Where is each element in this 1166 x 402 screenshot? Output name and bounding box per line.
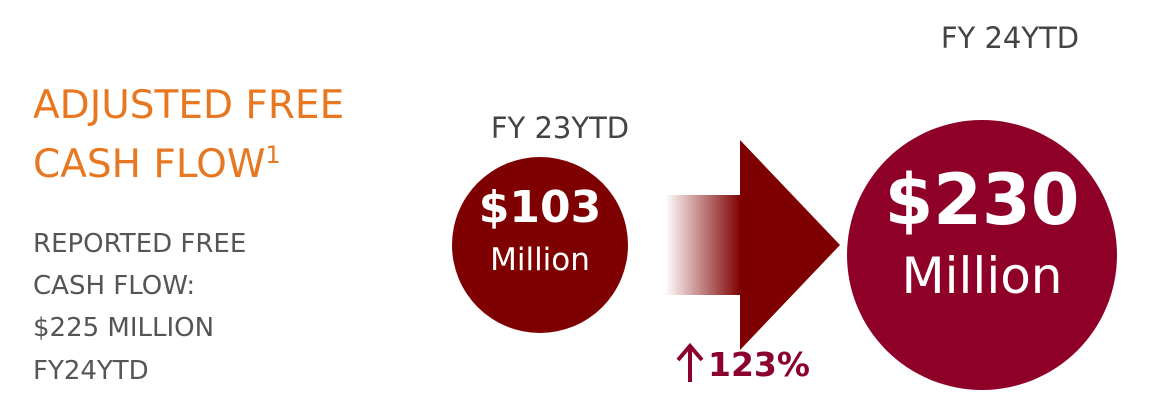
detail-line: CASH FLOW: [33,271,195,301]
up-arrow [676,342,704,382]
current-circle [847,120,1117,390]
prior-circle [452,157,628,333]
current-period: FY 24YTD [941,21,1079,55]
title-line: CASH FLOW1 [33,141,281,187]
prior-period: FY 23YTD [491,111,629,145]
prior-amount: $103 [479,182,601,233]
title-line-text: CASH FLOW [33,142,265,187]
change-value: 123% [708,345,810,384]
detail-line: $225 MILLION [33,313,214,343]
current-unit: Million [902,247,1063,305]
detail-line: FY24YTD [33,356,149,386]
change-indicator: 123% [676,342,810,384]
arrow-head [740,140,840,350]
footnote-mark: 1 [265,141,280,169]
title-line: ADJUSTED FREE [33,83,344,128]
current-amount: $230 [885,159,1080,241]
arrow-shaft [665,195,741,295]
prior-unit: Million [490,242,590,278]
detail-line: REPORTED FREE [33,229,246,259]
